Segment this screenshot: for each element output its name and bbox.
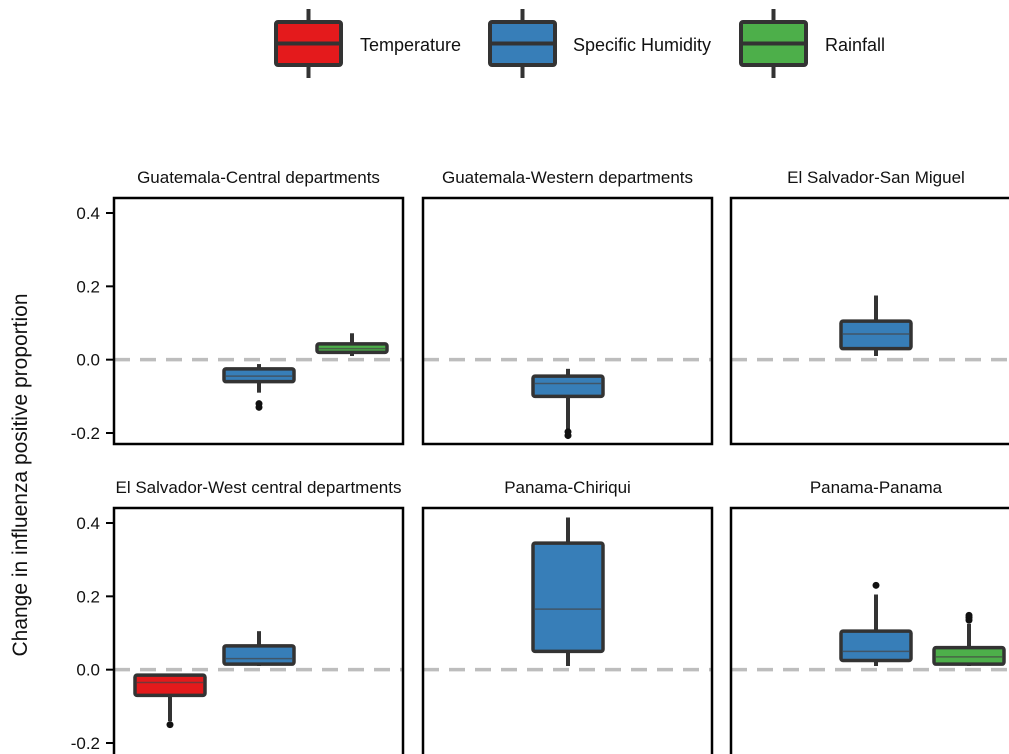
legend: Temperature Specific Humidity Rainfall [274,9,885,78]
box-rainfall [315,333,389,356]
panel-frame [729,506,1009,754]
box-specific-humidity [839,295,913,356]
panel-title: Panama-Panama [810,478,943,497]
box-body [932,645,1006,666]
box-specific-humidity [531,517,605,666]
outlier-point [872,581,880,589]
panel-title: El Salvador-West central departments [116,478,402,497]
outlier-point [255,403,263,411]
box-temperature [133,673,207,729]
panel: Panama-Chiriqui [421,478,714,754]
legend-item: Specific Humidity [488,9,711,78]
panel-title: Guatemala-Western departments [442,168,693,187]
outlier-point [166,721,174,729]
box-rainfall [932,611,1006,666]
legend-item: Temperature [274,9,461,78]
box-body [531,374,605,399]
panel-frame [112,506,405,754]
box-specific-humidity [222,631,296,666]
panel-title: El Salvador-San Miguel [787,168,965,187]
box-body [839,319,913,351]
box-specific-humidity [839,581,913,666]
y-axis-label: Change in influenza positive proportion [9,293,32,656]
legend-label: Rainfall [825,35,885,55]
panel-frame [421,196,714,446]
panel: Guatemala-Central departments -0.2 0.0 0.2 0… [71,168,405,446]
y-tick-label: -0.2 [71,424,100,443]
y-tick-label: 0.0 [76,661,100,680]
box-body [531,541,605,654]
box-body [839,629,913,663]
y-tick-label: 0.2 [76,587,100,606]
panel: Panama-Panama [729,478,1009,754]
y-tick-label: 0.2 [76,277,100,296]
y-tick-label: -0.2 [71,734,100,753]
y-tick-label: 0.4 [76,514,100,533]
panels: Guatemala-Central departments -0.2 0.0 0.2 0… [71,168,1009,754]
panel: El Salvador-West central departments -0.2… [71,478,405,754]
legend-label: Specific Humidity [573,35,711,55]
panel-frame [729,196,1009,446]
legend-label: Temperature [360,35,461,55]
panel: Guatemala-Western departments [421,168,714,446]
box-specific-humidity [531,368,605,440]
panel-frame [421,506,714,754]
box-body [222,367,296,384]
y-tick-label: 0.4 [76,204,100,223]
box-body [133,673,207,698]
outlier-point [965,611,973,619]
outlier-point [564,432,572,440]
box-body [222,644,296,666]
panel-title: Panama-Chiriqui [504,478,631,497]
y-tick-label: 0.0 [76,351,100,370]
box-specific-humidity [222,364,296,411]
legend-item: Rainfall [739,9,885,78]
panel-frame [112,196,405,446]
panel: El Salvador-San Miguel [729,168,1009,446]
panel-title: Guatemala-Central departments [137,168,380,187]
